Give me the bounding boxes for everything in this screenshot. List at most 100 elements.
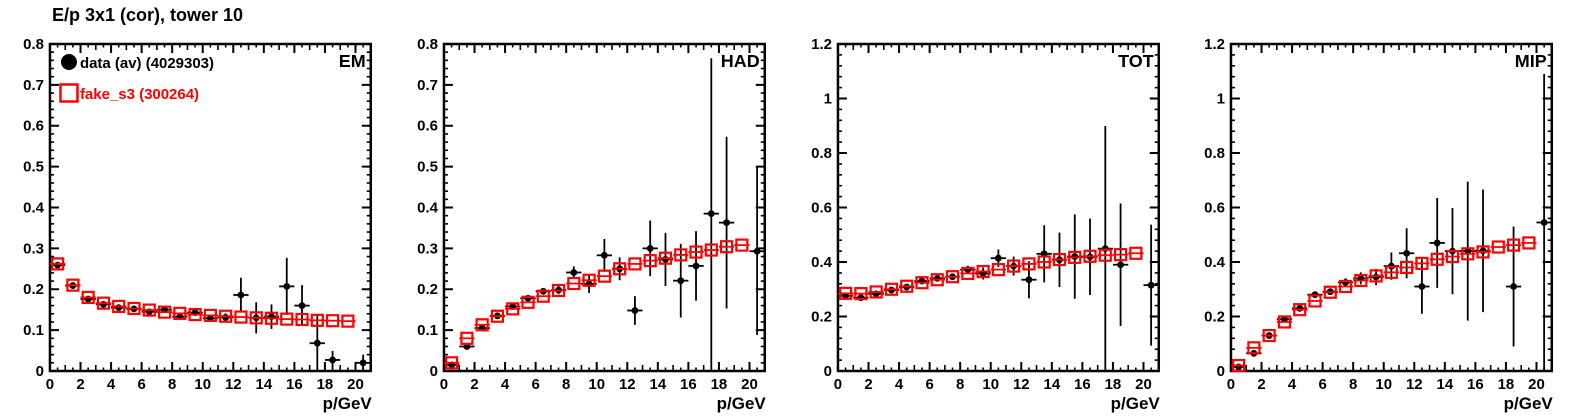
panel-tot: 0 2 4 6 8 10 12 14 16 18 20 p/GeV 0 0.2 0.4 0.6 0.8 1 1.2 T…	[788, 0, 1182, 419]
svg-text:10: 10	[982, 376, 999, 393]
svg-text:6: 6	[1319, 376, 1327, 393]
svg-text:20: 20	[347, 376, 364, 393]
svg-text:0: 0	[1217, 363, 1225, 380]
svg-text:4: 4	[501, 376, 510, 393]
svg-text:14: 14	[1043, 376, 1060, 393]
svg-text:6: 6	[925, 376, 933, 393]
em-x-axis-title: p/GeV	[323, 394, 373, 413]
svg-text:0.3: 0.3	[417, 240, 438, 257]
svg-text:0.2: 0.2	[1204, 308, 1225, 325]
svg-text:1: 1	[1217, 90, 1225, 107]
svg-text:0.2: 0.2	[417, 281, 438, 298]
svg-text:0.4: 0.4	[1204, 254, 1225, 271]
svg-text:20: 20	[741, 376, 758, 393]
svg-text:18: 18	[1498, 376, 1515, 393]
svg-text:4: 4	[107, 376, 116, 393]
svg-text:20: 20	[1135, 376, 1152, 393]
had-corner-label: HAD	[721, 51, 760, 71]
mip-fake-series	[1231, 236, 1537, 373]
svg-text:0.8: 0.8	[23, 36, 44, 53]
svg-text:4: 4	[894, 376, 903, 393]
svg-text:2: 2	[1258, 376, 1266, 393]
mip-corner-label: MIP	[1515, 51, 1547, 71]
svg-text:0.4: 0.4	[23, 199, 44, 216]
em-corner-label: EM	[339, 51, 366, 71]
svg-text:10: 10	[1376, 376, 1393, 393]
svg-text:0.5: 0.5	[23, 159, 44, 176]
tot-x-axis-title: p/GeV	[1110, 394, 1160, 413]
mip-x-axis-title: p/GeV	[1504, 394, 1554, 413]
panel-em-chart: 0 2 4 6 8 10 12 14 16 18 20p/GeV 0 0.1 0.2 0.3 0.4 0.5 0.…	[23, 36, 373, 413]
svg-text:0.2: 0.2	[811, 308, 832, 325]
svg-text:10: 10	[194, 376, 211, 393]
tot-corner-label: TOT	[1118, 51, 1154, 71]
tot-frame	[836, 42, 1160, 373]
svg-text:0.1: 0.1	[417, 322, 438, 339]
svg-text:0.3: 0.3	[23, 240, 44, 257]
had-fake-series	[443, 238, 750, 370]
em-x-axis: 0 2 4 6 8 10 12 14 16 18 20p/GeV	[46, 44, 373, 413]
svg-text:14: 14	[1437, 376, 1454, 393]
svg-text:0.5: 0.5	[417, 159, 438, 176]
svg-text:1.2: 1.2	[1204, 36, 1225, 53]
svg-text:0.8: 0.8	[417, 36, 438, 53]
tot-data-series	[837, 126, 1159, 371]
svg-text:16: 16	[1467, 376, 1484, 393]
svg-text:0.8: 0.8	[1204, 145, 1225, 162]
svg-text:20: 20	[1528, 376, 1545, 393]
svg-text:6: 6	[531, 376, 539, 393]
svg-text:0: 0	[46, 376, 54, 393]
panel-had-chart: 0 2 4 6 8 10 12 14 16 18 20p/GeV 0 0.1 0.2 0.3 0.4 0.5 0.…	[417, 36, 766, 413]
svg-text:0.8: 0.8	[811, 145, 832, 162]
svg-text:2: 2	[470, 376, 478, 393]
svg-text:0.2: 0.2	[23, 281, 44, 298]
had-y-axis: 0 0.1 0.2 0.3 0.4 0.5 0.6 0.7 0.8	[417, 36, 765, 380]
mip-y-axis: 0 0.2 0.4 0.6 0.8 1 1.2	[1204, 36, 1553, 380]
svg-text:8: 8	[168, 376, 176, 393]
em-y-axis: 0 0.1 0.2 0.3 0.4 0.5 0.6 0.7 0.8	[23, 36, 371, 380]
svg-text:0.6: 0.6	[417, 118, 438, 135]
panel-mip: 0 2 4 6 8 10 12 14 16 18 20 p/GeV 0 0.2 0.4 0.6 0.8 1 1.2 M…	[1181, 0, 1575, 419]
had-x-axis: 0 2 4 6 8 10 12 14 16 18 20p/GeV	[440, 44, 766, 413]
svg-text:0.6: 0.6	[23, 118, 44, 135]
tot-y-axis: 0 0.2 0.4 0.6 0.8 1 1.2	[811, 36, 1159, 380]
svg-text:16: 16	[1074, 376, 1091, 393]
svg-text:16: 16	[286, 376, 303, 393]
svg-text:12: 12	[1406, 376, 1423, 393]
had-x-axis-title: p/GeV	[716, 394, 766, 413]
legend-label-data: data (av) (4029303)	[80, 55, 214, 72]
panel-em: 0 2 4 6 8 10 12 14 16 18 20 p/GeV 0 0.1 0.2 0.3 0.4 0.5 0.…	[0, 0, 394, 419]
svg-text:0: 0	[440, 376, 448, 393]
tot-x-axis: 0 2 4 6 8 10 12 14 16 18 20p/GeV	[833, 44, 1160, 413]
svg-text:4: 4	[1288, 376, 1297, 393]
svg-text:16: 16	[680, 376, 697, 393]
svg-text:18: 18	[710, 376, 727, 393]
tot-fake-series	[837, 246, 1143, 301]
svg-text:0.6: 0.6	[811, 199, 832, 216]
svg-text:8: 8	[1349, 376, 1357, 393]
panel-tot-chart: 0 2 4 6 8 10 12 14 16 18 20p/GeV 0 0.2 0.4 0.6 0.8 1 1.2 T…	[811, 36, 1160, 413]
svg-text:0: 0	[823, 363, 831, 380]
filled-circle-icon	[60, 54, 77, 70]
svg-text:2: 2	[864, 376, 872, 393]
panel-had: 0 2 4 6 8 10 12 14 16 18 20 p/GeV 0 0.1 0.2 0.3 0.4 0.5 0.…	[394, 0, 788, 419]
page-title: E/p 3x1 (cor), tower 10	[52, 5, 244, 25]
svg-text:14: 14	[255, 376, 272, 393]
svg-text:12: 12	[619, 376, 636, 393]
svg-text:8: 8	[956, 376, 964, 393]
svg-text:8: 8	[562, 376, 570, 393]
svg-text:0.1: 0.1	[23, 322, 44, 339]
em-fake-series	[49, 257, 356, 328]
legend: data (av) (4029303) fake_s3 (300264)	[59, 54, 214, 103]
svg-text:0: 0	[1227, 376, 1235, 393]
svg-text:14: 14	[649, 376, 666, 393]
svg-text:0: 0	[36, 363, 44, 380]
svg-text:18: 18	[317, 376, 334, 393]
svg-text:0.7: 0.7	[23, 77, 44, 94]
svg-text:6: 6	[137, 376, 145, 393]
mip-x-axis: 0 2 4 6 8 10 12 14 16 18 20p/GeV	[1227, 44, 1554, 413]
svg-text:0: 0	[833, 376, 841, 393]
svg-text:10: 10	[588, 376, 605, 393]
